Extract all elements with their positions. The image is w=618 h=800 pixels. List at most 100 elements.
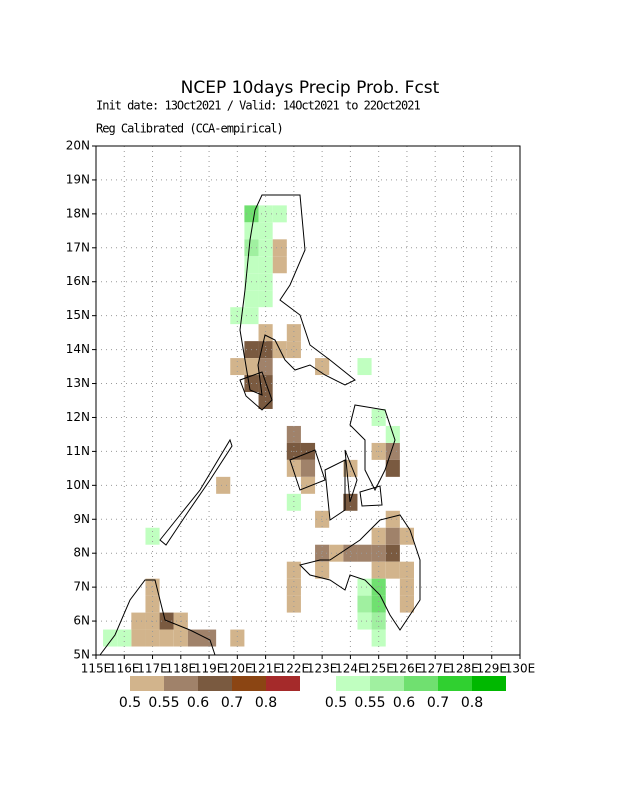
colorbar-label: 0.7 bbox=[221, 695, 243, 711]
coastline bbox=[159, 438, 233, 546]
prob-cell bbox=[258, 256, 273, 274]
prob-cell bbox=[272, 256, 287, 274]
prob-cell bbox=[145, 595, 160, 613]
prob-cell bbox=[272, 239, 287, 257]
y-tick-label: 9N bbox=[73, 512, 90, 526]
prob-cell bbox=[371, 408, 386, 426]
prob-cell bbox=[371, 595, 386, 613]
colorbar-label: 0.8 bbox=[255, 695, 277, 711]
prob-cell bbox=[385, 459, 400, 477]
axis-layer: 115E116E117E118E119E120E121E122E123E124E… bbox=[66, 139, 536, 676]
x-tick-label: 119E bbox=[194, 662, 225, 676]
x-tick-label: 121E bbox=[250, 662, 281, 676]
coastline bbox=[289, 449, 326, 491]
prob-cell bbox=[357, 578, 372, 596]
prob-cell bbox=[300, 459, 316, 477]
prob-cell bbox=[357, 544, 372, 562]
prob-cell bbox=[286, 561, 301, 579]
prob-cell bbox=[216, 476, 231, 494]
prob-cell bbox=[103, 629, 118, 647]
y-tick-label: 11N bbox=[66, 444, 90, 458]
x-tick-label: 118E bbox=[166, 662, 197, 676]
prob-cell bbox=[159, 629, 174, 647]
coastline bbox=[359, 485, 383, 507]
coastline bbox=[239, 194, 356, 396]
prob-cell bbox=[286, 425, 301, 443]
prob-cell bbox=[399, 595, 414, 613]
colorbar-swatch bbox=[438, 676, 472, 691]
x-tick-label: 122E bbox=[279, 662, 310, 676]
colorbar-label: 0.8 bbox=[461, 695, 483, 711]
prob-cell bbox=[371, 544, 386, 562]
y-tick-label: 20N bbox=[66, 139, 90, 153]
colorbar-swatch bbox=[164, 676, 198, 691]
prob-cell bbox=[300, 442, 316, 460]
coastline bbox=[344, 449, 358, 503]
y-tick-label: 14N bbox=[66, 342, 90, 356]
y-tick-label: 7N bbox=[73, 580, 90, 594]
x-tick-label: 128E bbox=[448, 662, 479, 676]
y-tick-label: 16N bbox=[66, 274, 90, 288]
colorbar-swatch bbox=[370, 676, 404, 691]
prob-cell bbox=[315, 510, 330, 528]
colorbar-label: 0.7 bbox=[427, 695, 449, 711]
plot-frame bbox=[95, 145, 521, 656]
chart-title: NCEP 10days Precip Prob. Fcst bbox=[181, 78, 440, 98]
coastlines bbox=[99, 194, 421, 656]
prob-cell bbox=[343, 493, 358, 511]
coastline bbox=[324, 459, 346, 521]
subtitle: Reg Calibrated (CCA-empirical) bbox=[96, 122, 283, 136]
prob-cell bbox=[145, 629, 160, 647]
y-tick-label: 18N bbox=[66, 206, 90, 220]
prob-cell bbox=[230, 629, 245, 647]
prob-cell bbox=[131, 629, 146, 647]
prob-cell bbox=[258, 222, 273, 240]
x-tick-label: 123E bbox=[307, 662, 338, 676]
prob-cell bbox=[371, 561, 386, 579]
coastline bbox=[239, 371, 273, 411]
colorbars: 0.5 0.55 0.6 0.7 0.8 0.5 0.55 0.6 0.7 0.8 bbox=[119, 676, 506, 711]
colorbar-label: 0.6 bbox=[187, 695, 209, 711]
colorbar-swatch bbox=[404, 676, 438, 691]
x-tick-label: 127E bbox=[420, 662, 451, 676]
colorbar-swatch bbox=[232, 676, 266, 691]
prob-cell bbox=[244, 290, 259, 308]
colorbar-swatch bbox=[198, 676, 232, 691]
colorbar-swatch bbox=[266, 676, 300, 691]
colorbar-swatch bbox=[472, 676, 506, 691]
prob-cell bbox=[258, 205, 273, 223]
x-tick-label: 116E bbox=[109, 662, 140, 676]
prob-cell bbox=[399, 561, 414, 579]
x-tick-label: 124E bbox=[335, 662, 366, 676]
colorbar-label: 0.6 bbox=[393, 695, 415, 711]
prob-cell bbox=[244, 358, 259, 376]
prob-cell bbox=[385, 561, 400, 579]
prob-cell bbox=[286, 459, 301, 477]
prob-cell bbox=[371, 578, 386, 596]
prob-cell bbox=[315, 544, 330, 562]
prob-cell bbox=[300, 476, 316, 494]
prob-cell bbox=[286, 578, 301, 596]
x-tick-label: 120E bbox=[222, 662, 253, 676]
prob-cell bbox=[343, 544, 358, 562]
prob-cell bbox=[258, 392, 273, 409]
x-tick-label: 130E bbox=[505, 662, 536, 676]
coastline bbox=[99, 579, 216, 656]
prob-cell bbox=[286, 341, 301, 359]
prob-cell bbox=[272, 205, 287, 223]
prob-cell bbox=[202, 629, 217, 647]
x-tick-label: 115E bbox=[81, 662, 112, 676]
y-tick-label: 19N bbox=[66, 172, 90, 186]
prob-cell bbox=[385, 527, 400, 545]
y-tick-label: 13N bbox=[66, 376, 90, 390]
x-tick-label: 125E bbox=[363, 662, 394, 676]
colorbar-label: 0.5 bbox=[119, 695, 141, 711]
prob-cell bbox=[357, 595, 372, 613]
prob-cell bbox=[258, 239, 273, 257]
prob-cell bbox=[357, 612, 372, 630]
prob-cell bbox=[315, 561, 330, 579]
prob-cell bbox=[173, 629, 188, 647]
prob-cell bbox=[258, 341, 273, 359]
